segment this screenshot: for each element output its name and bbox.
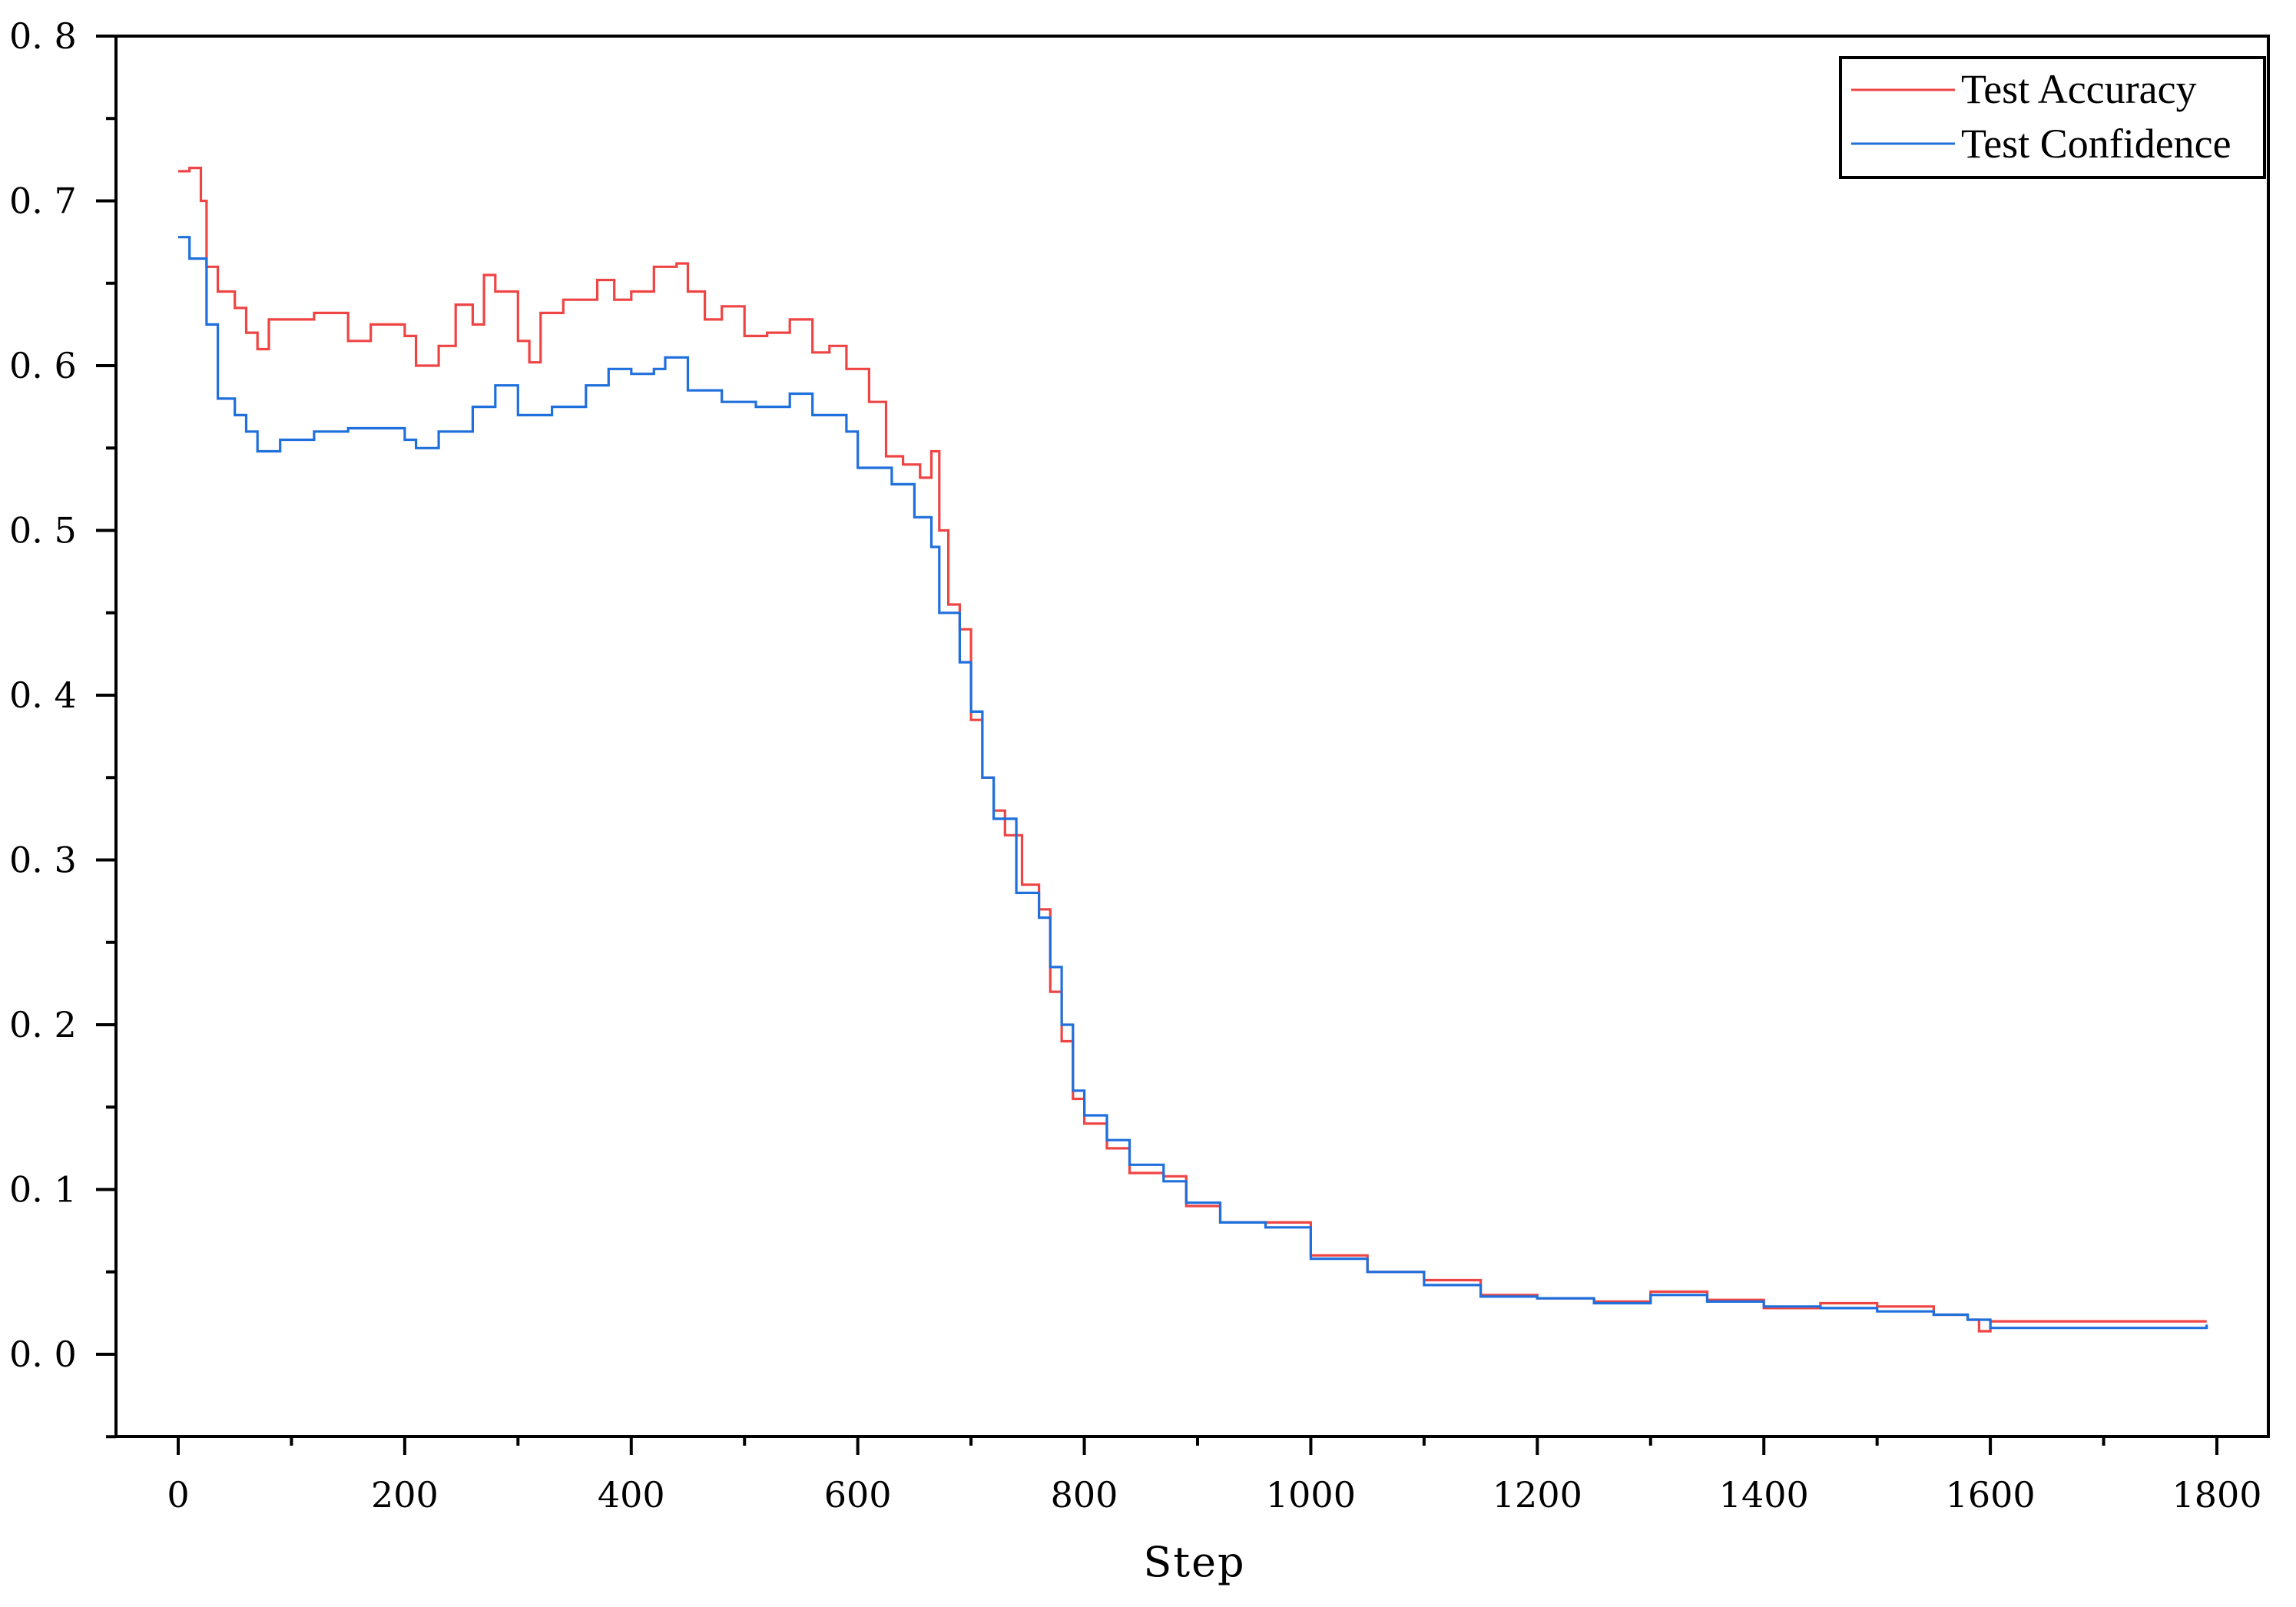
legend: Test Accuracy Test Confidence — [1839, 56, 2266, 179]
y-tick-label: 0. 3 — [9, 840, 77, 881]
series-test-confidence — [178, 236, 2208, 1330]
y-tick-label: 0. 1 — [9, 1169, 77, 1211]
series-test-accuracy — [178, 167, 2207, 1333]
legend-box — [1839, 56, 2266, 179]
x-tick-label: 1200 — [1493, 1474, 1582, 1516]
y-tick-label: 0. 6 — [9, 345, 77, 386]
x-tick-label: 200 — [371, 1474, 439, 1516]
x-axis: 0 200 400 600 800 1000 1200 1400 1600 1800 — [167, 1436, 2262, 1516]
x-tick-label: 0 — [167, 1474, 189, 1516]
y-tick-label: 0. 7 — [9, 181, 77, 222]
legend-label-accuracy: Test Accuracy — [1961, 66, 2197, 112]
y-tick-label: 0. 5 — [9, 510, 77, 552]
x-tick-label: 1400 — [1719, 1474, 1809, 1516]
x-tick-label: 1800 — [2172, 1474, 2261, 1516]
y-tick-label: 0. 2 — [9, 1004, 77, 1045]
x-tick-label: 400 — [598, 1474, 665, 1516]
x-tick-label: 800 — [1051, 1474, 1118, 1516]
x-tick-label: 1600 — [1946, 1474, 2036, 1516]
plot-frame — [114, 35, 2270, 1438]
x-tick-label: 600 — [824, 1474, 892, 1516]
y-tick-label: 0. 0 — [9, 1334, 77, 1375]
x-tick-label: 1000 — [1266, 1474, 1356, 1516]
y-tick-label: 0. 4 — [9, 674, 77, 716]
legend-label-confidence: Test Confidence — [1961, 121, 2231, 167]
series-layer — [178, 167, 2208, 1333]
x-axis-title: Step — [1143, 1538, 1245, 1586]
y-tick-label: 0. 8 — [9, 15, 77, 57]
y-axis: 0. 0 0. 1 0. 2 0. 3 0. 4 0. 5 0. 6 0. 7 0. 8 — [9, 15, 116, 1439]
